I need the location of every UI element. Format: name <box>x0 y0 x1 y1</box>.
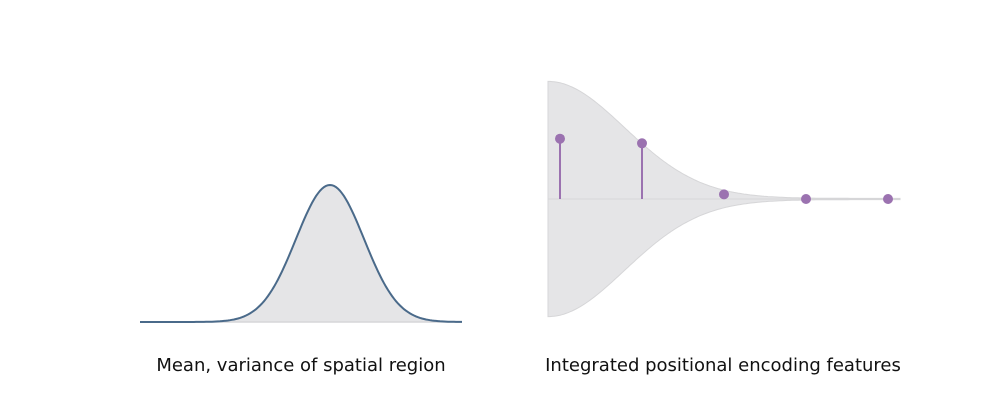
feature-point <box>801 194 811 204</box>
feature-stems <box>555 133 893 204</box>
gaussian-curve <box>140 183 462 323</box>
feature-point <box>637 138 647 149</box>
ipe-panel: Integrated positional encoding features <box>545 80 901 376</box>
feature-point <box>555 133 565 144</box>
gaussian-panel-label: Mean, variance of spatial region <box>156 355 445 376</box>
ipe-panel-label: Integrated positional encoding features <box>545 355 901 376</box>
feature-point <box>719 189 729 200</box>
feature-point <box>883 194 893 204</box>
gaussian-area <box>140 185 462 322</box>
gaussian-panel: Mean, variance of spatial region <box>140 183 462 376</box>
